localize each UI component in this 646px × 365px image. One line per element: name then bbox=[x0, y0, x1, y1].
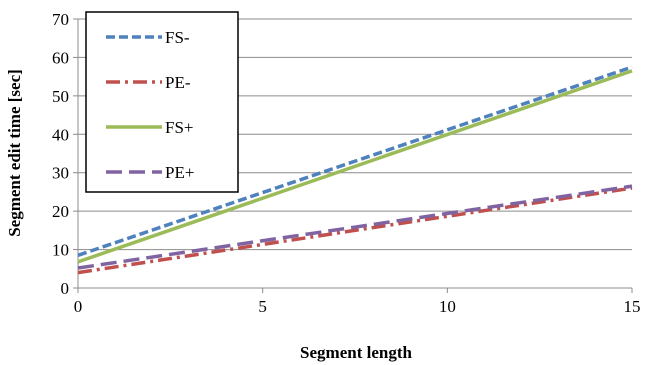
y-tick-label: 10 bbox=[52, 241, 69, 260]
series-line-fs-plus bbox=[77, 69, 633, 264]
axes bbox=[73, 18, 633, 293]
y-tick-label: 40 bbox=[52, 125, 69, 144]
x-tick-label: 0 bbox=[74, 297, 83, 316]
legend: FS- PE- FS+ PE+ bbox=[85, 11, 239, 193]
y-tick-label: 0 bbox=[61, 279, 70, 298]
x-tick-label: 5 bbox=[258, 297, 267, 316]
y-tick-label: 50 bbox=[52, 87, 69, 106]
legend-label: PE+ bbox=[165, 163, 194, 182]
series-lines bbox=[77, 65, 633, 275]
y-tick-label: 60 bbox=[52, 48, 69, 67]
x-axis-title: Segment length bbox=[300, 343, 412, 362]
legend-label: FS- bbox=[165, 28, 190, 47]
x-tick-label: 10 bbox=[439, 297, 456, 316]
x-tick-label: 15 bbox=[624, 297, 641, 316]
legend-label: FS+ bbox=[165, 118, 194, 137]
y-tick-label: 30 bbox=[52, 164, 69, 183]
y-tick-label: 70 bbox=[52, 10, 69, 29]
legend-box bbox=[85, 11, 239, 193]
series-line-pe-plus bbox=[77, 184, 633, 270]
y-axis-title: Segment edit time [sec] bbox=[5, 69, 24, 237]
series-line-pe-minus bbox=[77, 186, 633, 275]
y-tick-labels: 0 10 20 30 40 50 60 70 bbox=[52, 10, 69, 298]
legend-label: PE- bbox=[165, 73, 191, 92]
x-tick-labels: 0 5 10 15 bbox=[74, 297, 641, 316]
series-line-fs-minus bbox=[77, 65, 633, 257]
y-tick-label: 20 bbox=[52, 202, 69, 221]
